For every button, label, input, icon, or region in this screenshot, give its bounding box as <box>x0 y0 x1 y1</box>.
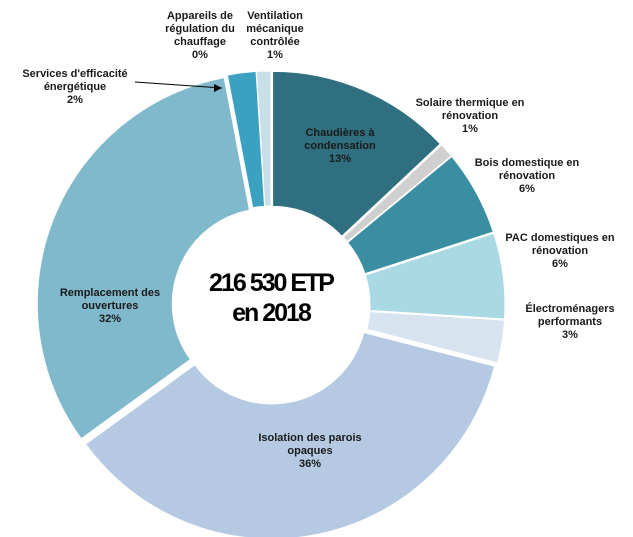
value-label: 0% <box>192 49 208 61</box>
category-name: Isolation des parois opaques <box>258 432 362 457</box>
slice <box>255 70 272 207</box>
category-name: Services d'efficacité énergétique <box>22 68 128 93</box>
slice-label: Électroménagers performants 3% <box>515 303 625 342</box>
slice-label: Isolation des parois opaques 36% <box>240 432 380 471</box>
arrow-head <box>214 84 222 92</box>
slice <box>342 144 452 243</box>
slice <box>366 311 506 364</box>
category-name: Ventilation mécanique contrôlée <box>246 10 304 48</box>
slice <box>36 77 251 440</box>
slice-label: Chaudières à condensation 13% <box>285 127 395 166</box>
value-label: 32% <box>98 313 122 325</box>
slice-label: Services d'efficacité énergétique 2% <box>0 68 150 107</box>
leader-line <box>134 81 223 89</box>
slice-label: PAC domestiques en rénovation 6% <box>495 232 625 271</box>
value-label: 6% <box>519 183 535 195</box>
slice <box>347 155 494 275</box>
slice-label: Remplacement des ouvertures 32% <box>35 287 185 326</box>
slice <box>364 232 506 320</box>
value-label: 2% <box>67 94 83 106</box>
center-text: 216 530 ETP en 2018 <box>176 268 366 328</box>
center-line: 216 530 ETP <box>209 269 335 297</box>
slice-label: Bois domestique en rénovation 6% <box>462 157 592 196</box>
slices <box>36 70 506 537</box>
category-name: Chaudières à condensation <box>304 127 376 152</box>
value-label: 6% <box>552 258 568 270</box>
category-name: Électroménagers performants <box>525 303 615 328</box>
value-label: 3% <box>562 329 578 341</box>
value-label: 36% <box>298 458 322 470</box>
slice-label: Solaire thermique en rénovation 1% <box>405 97 535 136</box>
category-name: Solaire thermique en rénovation <box>415 97 525 122</box>
value-label: 1% <box>462 123 478 135</box>
category-name: Remplacement des ouvertures <box>59 287 161 312</box>
slice <box>272 70 441 238</box>
category-name: Appareils de régulation du chauffage <box>165 10 235 48</box>
value-label: 13% <box>328 153 352 165</box>
slice-label: Ventilation mécanique contrôlée 1% <box>225 10 325 62</box>
category-name: Bois domestique en rénovation <box>474 157 580 182</box>
category-name: PAC domestiques en rénovation <box>505 232 615 257</box>
slice-label: Appareils de régulation du chauffage 0% <box>145 10 255 62</box>
center-line: en 2018 <box>232 299 312 327</box>
slice <box>84 331 496 537</box>
value-label: 1% <box>267 49 283 61</box>
